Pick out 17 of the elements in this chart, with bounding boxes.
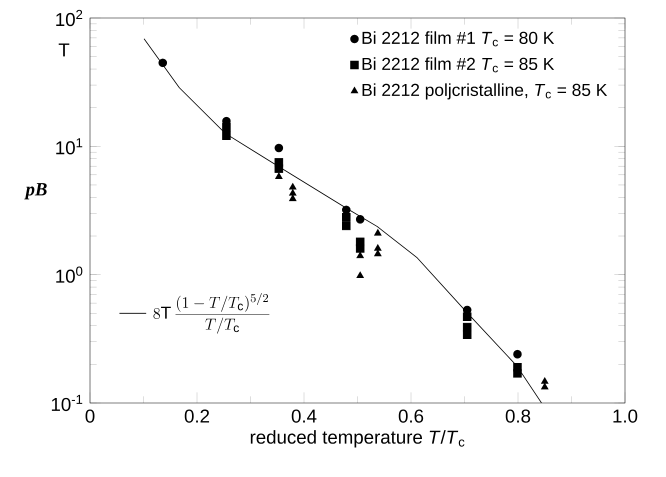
y-tick-label: 10$^{0}$ <box>56 266 82 283</box>
x-tick-label: 0 <box>86 409 94 423</box>
x-tick-label: 0.4 <box>292 409 316 423</box>
legend-label: $8\mathrm{T}\,\frac{(1-T/T_{\mathrm{c}})^{5/2}}{T/T_{\mathrm{c}}}$ <box>153 292 270 334</box>
x-tick-label: 0.8 <box>506 409 530 423</box>
y-tick-label: 10$^{2}$ <box>56 10 82 26</box>
text: T <box>58 43 70 56</box>
x-tick-label: 0.6 <box>398 409 424 423</box>
legend-label: Bi 2212 film #2 T$_{c}$ = 85 K <box>362 57 554 72</box>
y-axis-title: pB <box>24 183 47 200</box>
legend-label: Bi 2212 film #1 T$_{c}$ = 80 K <box>362 31 554 46</box>
legend-label: Bi 2212 poljcristalline, T$_{c}$ = 85 K <box>362 83 608 100</box>
y-tick-label: 10$^{-1}$ <box>52 394 82 412</box>
x-tick-label: 0.2 <box>184 409 210 423</box>
x-tick-label: 1.0 <box>613 409 638 423</box>
x-axis-title: reduced temperature T/T$_{c}$ <box>250 430 464 448</box>
y-tick-label: 10$^{1}$ <box>56 138 82 154</box>
